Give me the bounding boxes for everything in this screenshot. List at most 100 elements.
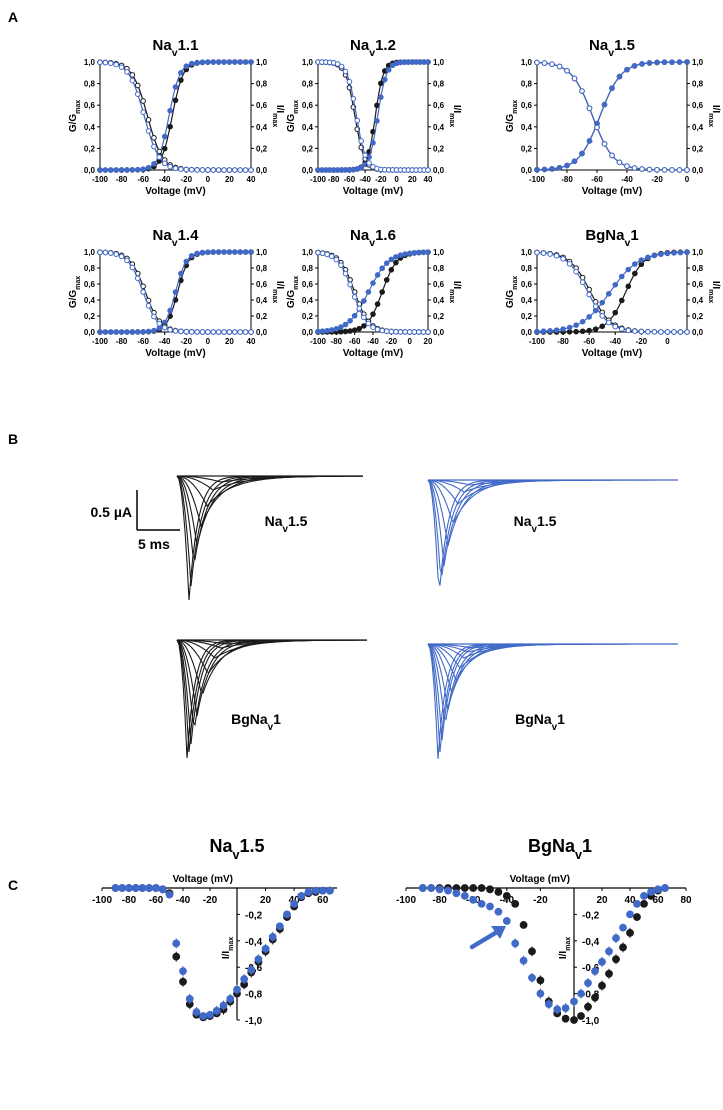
trace-label-1-tail: 1.5 [288, 513, 308, 529]
data-point-activation [361, 323, 367, 329]
data-point-inactivation [684, 329, 690, 335]
data-point-activation [113, 329, 119, 335]
data-point-inactivation [178, 166, 184, 172]
plot-title: BgNav1 [585, 227, 638, 249]
iv-data-point [598, 981, 606, 990]
y-axis-label-right-main: I/I [451, 105, 462, 114]
iv-x-tick-label: 20 [596, 895, 608, 906]
iv-data-point [469, 895, 478, 904]
data-point-activation [684, 249, 690, 256]
y-tick-label-left: 0,2 [521, 312, 533, 321]
data-point-inactivation [351, 294, 358, 300]
data-point-inactivation [215, 329, 222, 335]
data-point-inactivation [333, 256, 340, 263]
current-trace [176, 639, 367, 753]
data-point-inactivation [616, 159, 623, 166]
data-point-inactivation [393, 328, 399, 335]
iv-data-point [460, 892, 469, 900]
y-tick-label-right: 1,0 [256, 58, 268, 67]
data-point-inactivation [646, 166, 653, 173]
data-point-activation [654, 59, 660, 66]
y-tick-label-right: 0,8 [433, 80, 445, 89]
y-tick-label-left: 0,8 [302, 80, 314, 89]
y-axis-label-right-main: I/I [274, 281, 285, 290]
data-point-inactivation [199, 329, 206, 335]
trace-label-3: BgNav1 [231, 711, 281, 733]
data-point-activation [618, 297, 625, 304]
iv-x-axis-label: Voltage (mV) [510, 874, 570, 885]
data-point-inactivation [221, 167, 227, 173]
data-point-inactivation [564, 67, 570, 74]
data-point-activation [118, 329, 125, 335]
data-point-inactivation [145, 117, 152, 123]
iv-y-tick-label: -0,8 [582, 990, 600, 1001]
y-axis-label-left-sub: max [293, 276, 300, 290]
iv-data-point [311, 886, 320, 895]
data-point-inactivation [534, 249, 540, 256]
trace-set-bgnav1-blue [427, 643, 678, 760]
iv-plot-1: Nav1.5-100-80-60-40-20204060-0,2-0,4-0,6… [92, 836, 337, 1027]
data-point-inactivation [338, 262, 344, 268]
data-point-activation [226, 59, 233, 65]
data-point-inactivation [97, 59, 103, 66]
iv-x-tick-label: -60 [149, 895, 164, 906]
current-trace [177, 639, 367, 645]
plot-title-main: Na [350, 227, 370, 244]
data-point-activation [609, 85, 615, 91]
y-axis-label-left: G/Gmax [68, 276, 82, 308]
iv-data-point [486, 902, 494, 911]
iv-data-point [570, 997, 578, 1006]
data-point-activation [605, 291, 612, 297]
data-point-activation [333, 326, 340, 332]
y-tick-label-left: 0,0 [521, 166, 533, 175]
y-axis-label-right-main: I/I [710, 105, 721, 114]
y-tick-label-right: 0,6 [256, 280, 268, 289]
data-point-inactivation [677, 329, 684, 335]
data-point-activation [534, 166, 540, 173]
data-point-activation [374, 118, 380, 124]
iv-title: Nav1.5 [209, 836, 264, 862]
data-point-activation [616, 73, 623, 80]
current-trace [176, 475, 363, 587]
y-axis-label-right: I/Imax [272, 281, 286, 303]
data-point-inactivation [338, 63, 345, 70]
fit-curve-activation [318, 251, 428, 333]
data-point-inactivation [124, 69, 130, 75]
data-point-activation [342, 321, 349, 328]
data-point-inactivation [571, 75, 578, 82]
iv-title-tail: 1 [582, 836, 592, 856]
data-point-inactivation [172, 165, 179, 172]
data-point-activation [684, 59, 690, 65]
trace-label-2-sub: v [531, 524, 537, 535]
data-point-activation [194, 59, 200, 66]
x-tick-label: -80 [328, 175, 340, 184]
data-point-inactivation [645, 328, 651, 335]
y-tick-label-left: 0,0 [302, 166, 314, 175]
iv-data-point [661, 884, 669, 892]
data-point-inactivation [601, 141, 608, 147]
data-point-activation [237, 249, 244, 255]
data-point-activation [540, 328, 547, 335]
data-point-activation [140, 329, 146, 335]
data-point-inactivation [167, 327, 173, 333]
fit-curve-activation [317, 251, 428, 333]
data-point-inactivation [347, 281, 353, 288]
x-tick-label: -40 [159, 337, 171, 346]
iv-data-point [111, 884, 120, 892]
y-tick-label-right: 0,8 [433, 264, 445, 273]
y-axis-label-left: G/Gmax [68, 100, 82, 132]
data-point-inactivation [612, 323, 619, 330]
trace-label-4-main: BgNa [515, 711, 552, 727]
data-point-activation [242, 249, 249, 255]
trace-label-2: Nav1.5 [514, 513, 557, 535]
plot-title-tail: 1.6 [375, 227, 396, 244]
current-trace [176, 475, 363, 547]
data-point-inactivation [242, 329, 249, 335]
y-tick-label-left: 0,2 [302, 144, 314, 153]
data-point-inactivation [226, 329, 233, 335]
x-tick-label: 0 [685, 175, 690, 184]
data-point-inactivation [145, 128, 152, 134]
y-axis-label-right-sub: max [272, 289, 279, 303]
